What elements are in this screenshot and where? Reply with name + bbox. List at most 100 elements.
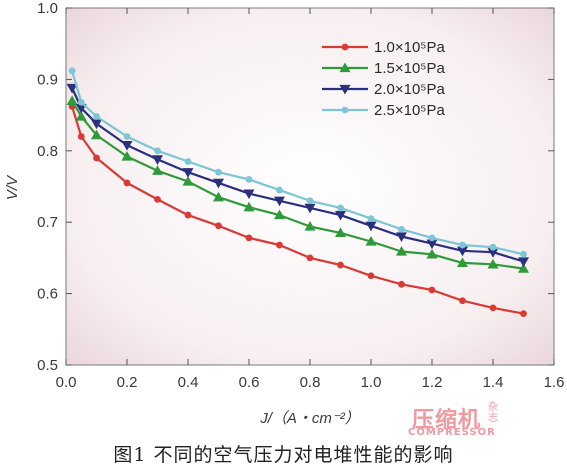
data-point <box>77 98 85 106</box>
series-2 <box>66 95 529 273</box>
legend-label: 2.5×10⁵Pa <box>374 102 446 119</box>
data-point <box>245 234 253 242</box>
y-tick-label: 1.0 <box>37 0 58 17</box>
series-layer <box>66 67 529 317</box>
data-point <box>518 263 529 273</box>
data-point <box>121 140 133 151</box>
data-point <box>398 280 405 288</box>
data-point <box>123 133 131 140</box>
logo-side-text: 杂志 <box>488 402 498 424</box>
y-tick-label: 0.5 <box>37 357 58 374</box>
y-axis-title: V/V <box>4 174 21 200</box>
data-point <box>243 189 255 200</box>
legend-label: 1.5×10⁵Pa <box>374 60 446 77</box>
data-point <box>306 254 314 262</box>
series-1 <box>68 103 527 317</box>
data-point <box>154 147 161 155</box>
data-point <box>215 222 222 230</box>
x-tick-label: 1.2 <box>422 374 443 391</box>
data-point <box>123 179 131 187</box>
data-point <box>184 211 192 219</box>
data-point <box>91 129 102 140</box>
y-axis: 0.5 0.6 0.7 0.8 0.9 1.0 <box>37 0 554 374</box>
data-point <box>182 176 194 186</box>
data-point <box>276 241 283 249</box>
data-point <box>304 220 316 231</box>
data-point <box>335 227 346 238</box>
chart: 0.5 0.6 0.7 0.8 0.9 1.0 0.0 0.2 0.4 0.6 0.8 1.0 1.2… <box>4 0 565 427</box>
series-4 <box>68 67 527 258</box>
data-point <box>93 154 100 162</box>
legend-item: 2.0×10⁵Pa <box>322 81 446 98</box>
data-point <box>518 257 529 267</box>
data-point <box>426 239 438 250</box>
y-tick-label: 0.7 <box>37 214 58 231</box>
data-point <box>75 111 87 121</box>
legend-swatch-marker <box>339 84 351 95</box>
data-point <box>459 241 466 249</box>
data-point <box>91 119 102 130</box>
data-point <box>337 204 344 212</box>
x-axis-title: J/（A・cm⁻²） <box>259 410 360 427</box>
data-point <box>367 272 375 280</box>
logo-title: 压缩机 <box>412 408 482 433</box>
x-tick-label: 0.4 <box>178 374 199 391</box>
data-point <box>489 243 497 251</box>
data-point <box>335 210 346 221</box>
data-point <box>274 209 285 220</box>
data-point <box>304 203 316 214</box>
data-point <box>77 133 85 140</box>
data-point <box>457 246 468 257</box>
y-tick-label: 0.8 <box>37 143 58 160</box>
legend-label: 2.0×10⁵Pa <box>374 81 446 98</box>
series-3 <box>66 83 529 267</box>
data-point <box>489 304 497 312</box>
legend-item: 1.5×10⁵Pa <box>322 60 446 77</box>
x-tick-label: 0.0 <box>56 374 77 391</box>
data-point <box>487 258 499 269</box>
data-point <box>487 248 499 258</box>
data-point <box>306 197 314 205</box>
data-point <box>213 178 224 189</box>
data-point <box>398 225 405 233</box>
data-point <box>245 175 253 183</box>
legend-swatch-marker <box>341 43 349 51</box>
data-point <box>184 158 192 165</box>
data-point <box>337 261 344 269</box>
legend-swatch-marker <box>341 106 349 114</box>
data-point <box>152 165 163 175</box>
legend-swatch-marker <box>339 62 351 73</box>
legend-item: 1.0×10⁵Pa <box>322 39 446 56</box>
compressor-logo: 压缩机 杂志 COMPRESSOR <box>398 400 567 442</box>
data-point <box>154 195 161 203</box>
data-point <box>215 168 222 176</box>
x-tick-label: 0.8 <box>300 374 321 391</box>
data-point <box>520 310 527 317</box>
x-tick-label: 1.6 <box>544 374 565 391</box>
data-point <box>66 83 78 94</box>
y-tick-label: 0.9 <box>37 71 58 88</box>
data-point <box>365 221 377 232</box>
data-point <box>66 95 78 105</box>
legend-item: 2.5×10⁵Pa <box>322 102 446 119</box>
data-point <box>367 215 375 223</box>
data-point <box>274 196 285 207</box>
data-point <box>426 248 438 259</box>
x-tick-label: 0.6 <box>239 374 260 391</box>
logo-subtitle: COMPRESSOR <box>408 427 496 438</box>
data-point <box>365 235 377 246</box>
data-point <box>243 201 255 212</box>
data-point <box>68 67 76 75</box>
data-point <box>121 151 133 161</box>
y-tick-label: 0.6 <box>37 286 58 303</box>
data-point <box>457 257 468 268</box>
figure-caption: 图1 不同的空气压力对电堆性能的影响 <box>113 444 454 466</box>
data-point <box>182 168 194 178</box>
data-point <box>428 234 436 242</box>
legend-label: 1.0×10⁵Pa <box>374 39 446 56</box>
data-point <box>93 113 100 120</box>
data-point <box>428 286 436 294</box>
data-point <box>520 250 527 258</box>
legend: 1.0×10⁵Pa 1.5×10⁵Pa 2.0×10⁵Pa 2.5×10⁵Pa <box>322 39 446 119</box>
data-point <box>459 297 466 305</box>
